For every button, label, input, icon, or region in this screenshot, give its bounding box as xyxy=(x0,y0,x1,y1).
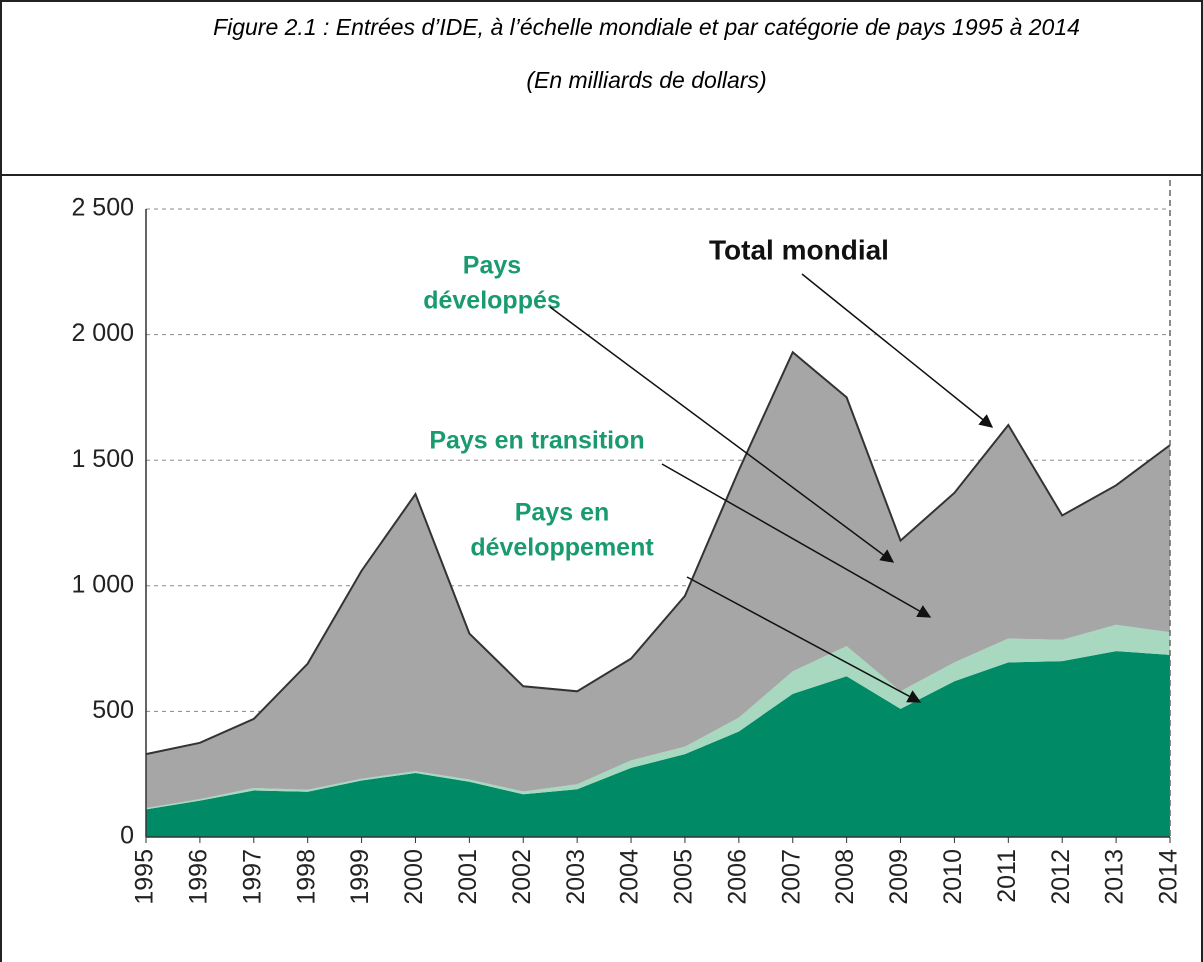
x-tick-label: 2005 xyxy=(670,849,698,905)
x-tick-label: 2010 xyxy=(939,849,967,905)
x-tick-label: 2009 xyxy=(885,849,913,905)
x-tick-label: 2001 xyxy=(454,849,482,905)
y-tick-label: 500 xyxy=(92,696,134,724)
annotation: Pays xyxy=(463,252,521,280)
x-tick-label: 1995 xyxy=(131,849,159,905)
annotation: développés xyxy=(423,287,561,315)
annotation: Total mondial xyxy=(709,234,889,265)
x-tick-label: 1997 xyxy=(238,849,266,905)
x-tick-label: 2003 xyxy=(562,849,590,905)
x-tick-label: 2006 xyxy=(723,849,751,905)
x-tick-label: 2011 xyxy=(993,849,1021,903)
arrow xyxy=(661,463,932,618)
y-tick-label: 2 500 xyxy=(71,194,134,222)
x-tick-label: 2004 xyxy=(616,849,644,905)
x-tick-label: 1998 xyxy=(292,849,320,905)
area xyxy=(146,352,1170,809)
arrow xyxy=(549,306,895,563)
area xyxy=(146,651,1170,837)
arrow xyxy=(686,576,922,703)
chart-title: Figure 2.1 : Entrées d’IDE, à l’échelle … xyxy=(213,14,1080,40)
x-tick-label: 2008 xyxy=(831,849,859,905)
x-tick-label: 2013 xyxy=(1101,849,1129,905)
annotation: Pays en transition xyxy=(429,427,644,455)
y-tick-label: 1 000 xyxy=(71,570,134,598)
annotation: développement xyxy=(470,534,654,562)
y-tick-label: 1 500 xyxy=(71,445,134,473)
x-tick-label: 1996 xyxy=(185,849,213,905)
chart-subtitle: (En milliards de dollars) xyxy=(526,67,767,93)
x-tick-label: 2007 xyxy=(777,849,805,905)
arrows xyxy=(549,273,994,703)
x-tick-label: 2012 xyxy=(1047,849,1075,905)
y-tick-label: 0 xyxy=(120,822,134,850)
area xyxy=(146,624,1170,810)
total-outline xyxy=(145,350,1171,756)
x-tick-label: 2002 xyxy=(508,849,536,905)
x-tick-label: 1999 xyxy=(346,849,374,905)
header: Figure 2.1 : Entrées d’IDE, à l’échelle … xyxy=(2,2,1201,176)
x-tick-label: 2014 xyxy=(1155,849,1183,905)
x-tick-label: 2000 xyxy=(400,849,428,905)
y-tick-label: 2 000 xyxy=(71,319,134,347)
annotation: Pays en xyxy=(515,499,610,527)
arrow xyxy=(801,273,994,428)
